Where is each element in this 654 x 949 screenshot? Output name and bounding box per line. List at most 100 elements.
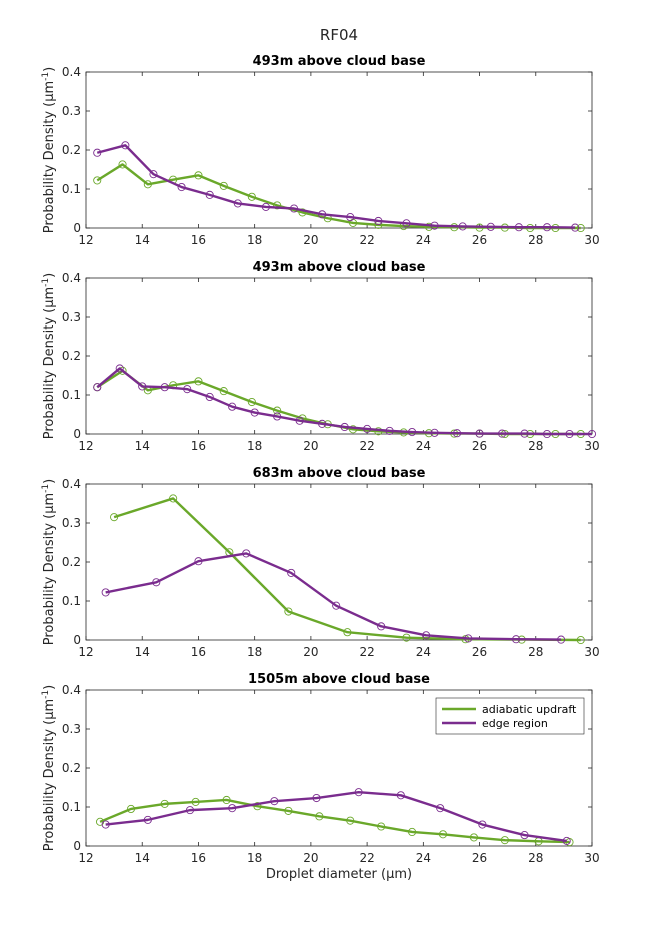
data-point xyxy=(475,429,484,438)
data-point xyxy=(93,148,102,157)
data-point xyxy=(346,213,355,222)
y-tick-label: 0.3 xyxy=(62,516,81,530)
data-point xyxy=(219,387,228,396)
x-tick-label: 26 xyxy=(472,645,487,659)
series-line xyxy=(105,552,562,641)
data-point xyxy=(247,192,256,201)
data-point xyxy=(295,416,304,425)
data-point xyxy=(118,366,127,375)
data-point xyxy=(385,426,394,435)
x-tick-label: 24 xyxy=(416,851,431,865)
data-point xyxy=(453,429,462,438)
data-point xyxy=(346,816,355,825)
panel-title: 1505m above cloud base xyxy=(248,672,430,687)
data-point xyxy=(408,427,417,437)
data-point xyxy=(542,223,552,232)
x-tick-label: 16 xyxy=(191,233,206,247)
data-point xyxy=(228,804,237,813)
legend-box xyxy=(435,697,585,735)
x-tick-label: 22 xyxy=(359,645,374,659)
data-point xyxy=(194,171,203,180)
data-point xyxy=(219,181,228,190)
data-point xyxy=(520,429,529,438)
data-point xyxy=(160,799,169,808)
x-tick-label: 14 xyxy=(135,645,150,659)
data-point xyxy=(177,182,186,192)
y-tick-label: 0.1 xyxy=(62,594,81,608)
data-point xyxy=(298,208,307,217)
series-edge-region xyxy=(101,788,571,845)
y-tick-label: 0.2 xyxy=(62,143,81,157)
x-tick-label: 22 xyxy=(359,851,374,865)
data-point xyxy=(402,633,411,642)
data-point xyxy=(101,588,110,597)
x-tick-label: 20 xyxy=(303,851,318,865)
y-tick-label: 0.4 xyxy=(62,65,81,79)
data-point xyxy=(402,219,411,228)
data-point xyxy=(233,199,242,208)
panel-4: 1505m above cloud base 12 14 16 18 20 22 24 26 28… xyxy=(41,672,600,865)
data-point xyxy=(436,804,445,813)
data-point xyxy=(253,802,262,811)
data-point xyxy=(343,628,352,637)
y-tick-label: 0 xyxy=(73,221,81,235)
y-tick-label: 0.3 xyxy=(62,722,81,736)
x-tick-label: 26 xyxy=(472,439,487,453)
series-adiabatic-updraft xyxy=(96,795,574,847)
x-tick-label: 30 xyxy=(584,645,599,659)
data-point xyxy=(469,833,478,842)
data-point xyxy=(228,402,237,411)
data-point xyxy=(354,788,363,797)
data-point xyxy=(284,607,293,616)
data-point xyxy=(273,201,282,210)
y-axis-label: Probability Density (μm-1) xyxy=(41,479,57,645)
y-tick-label: 0.4 xyxy=(62,271,81,285)
x-tick-label: 20 xyxy=(303,645,318,659)
data-point xyxy=(363,424,372,433)
data-point xyxy=(514,223,523,232)
y-axis-label: Probability Density (μm-1) xyxy=(41,67,57,233)
x-tick-label: 20 xyxy=(303,233,318,247)
axes-box xyxy=(85,277,593,435)
data-point xyxy=(396,791,405,800)
data-point xyxy=(587,429,597,439)
x-tick-label: 22 xyxy=(359,439,374,453)
data-point xyxy=(512,635,521,644)
data-point xyxy=(565,429,574,439)
panel-2: 493m above cloud base 12 14 16 18 20 22 24 26 28 3… xyxy=(41,260,600,453)
x-tick-label: 28 xyxy=(528,851,543,865)
x-tick-label: 28 xyxy=(528,439,543,453)
axes-box xyxy=(85,71,593,229)
data-point xyxy=(424,222,434,231)
series-edge-region xyxy=(93,141,580,232)
x-tick-label: 20 xyxy=(303,439,318,453)
y-tick-label: 0.1 xyxy=(62,388,81,402)
data-point xyxy=(438,830,448,839)
data-point xyxy=(270,797,279,806)
data-point xyxy=(93,383,102,392)
x-tick-label: 22 xyxy=(359,233,374,247)
data-point xyxy=(571,223,580,232)
data-point xyxy=(194,377,203,386)
x-tick-label: 24 xyxy=(416,645,431,659)
x-tick-label: 28 xyxy=(528,645,543,659)
panel-3: 683m above cloud base 12 14 16 18 20 22 24 26 28 3… xyxy=(41,466,600,659)
x-tick-label: 12 xyxy=(78,851,93,865)
x-tick-label: 16 xyxy=(191,645,206,659)
data-point xyxy=(557,635,566,644)
data-point xyxy=(500,836,509,845)
data-point xyxy=(101,820,110,829)
x-tick-label: 14 xyxy=(135,233,150,247)
panel-title: 493m above cloud base xyxy=(253,260,426,275)
data-point xyxy=(261,202,270,211)
data-point xyxy=(464,634,473,643)
x-tick-label: 30 xyxy=(584,233,599,247)
x-tick-label: 12 xyxy=(78,439,93,453)
y-tick-label: 0.1 xyxy=(62,800,81,814)
data-point xyxy=(143,815,152,824)
data-point xyxy=(191,797,200,806)
x-tick-label: 30 xyxy=(584,439,599,453)
data-point xyxy=(194,557,203,566)
data-point xyxy=(284,806,293,815)
